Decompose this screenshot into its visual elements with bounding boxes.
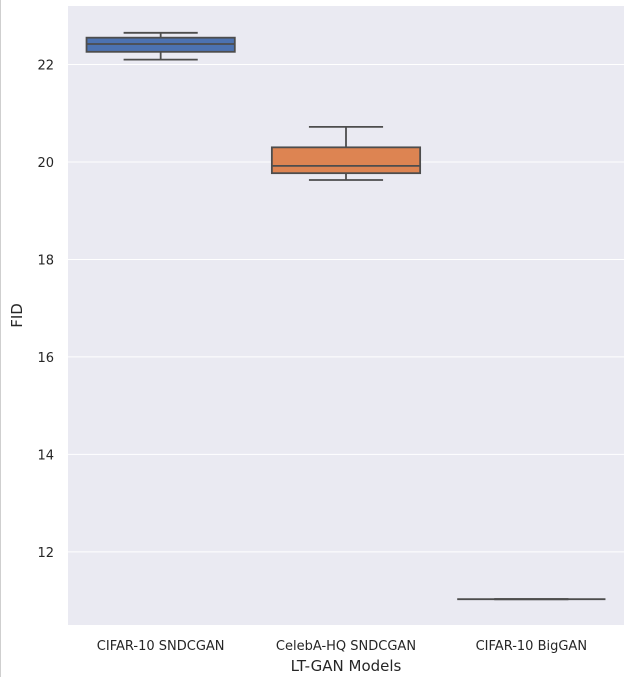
x-tick-label: CIFAR-10 SNDCGAN (97, 639, 225, 654)
x-tick-label: CIFAR-10 BigGAN (476, 639, 587, 654)
y-tick-label: 12 (37, 546, 54, 561)
box-0 (85, 31, 236, 61)
y-tick-labels: 12 14 16 18 20 22 (37, 58, 54, 560)
x-tick-label: CelebA-HQ SNDCGAN (276, 639, 416, 654)
y-axis-label: FID (8, 303, 26, 328)
box-1 (270, 125, 422, 181)
gridlines (68, 63, 624, 553)
y-tick-label: 20 (37, 156, 54, 171)
x-tick-labels: CIFAR-10 SNDCGAN CelebA-HQ SNDCGAN CIFAR-1… (97, 639, 587, 654)
y-tick-label: 14 (37, 448, 54, 463)
y-tick-label: 18 (37, 253, 54, 268)
x-axis-label: LT-GAN Models (291, 657, 402, 675)
y-tick-label: 16 (37, 351, 54, 366)
y-tick-label: 22 (37, 58, 54, 73)
plot-area (68, 6, 624, 625)
iqr-box (270, 146, 422, 175)
box-series (85, 31, 606, 601)
page-left-border (0, 0, 1, 677)
